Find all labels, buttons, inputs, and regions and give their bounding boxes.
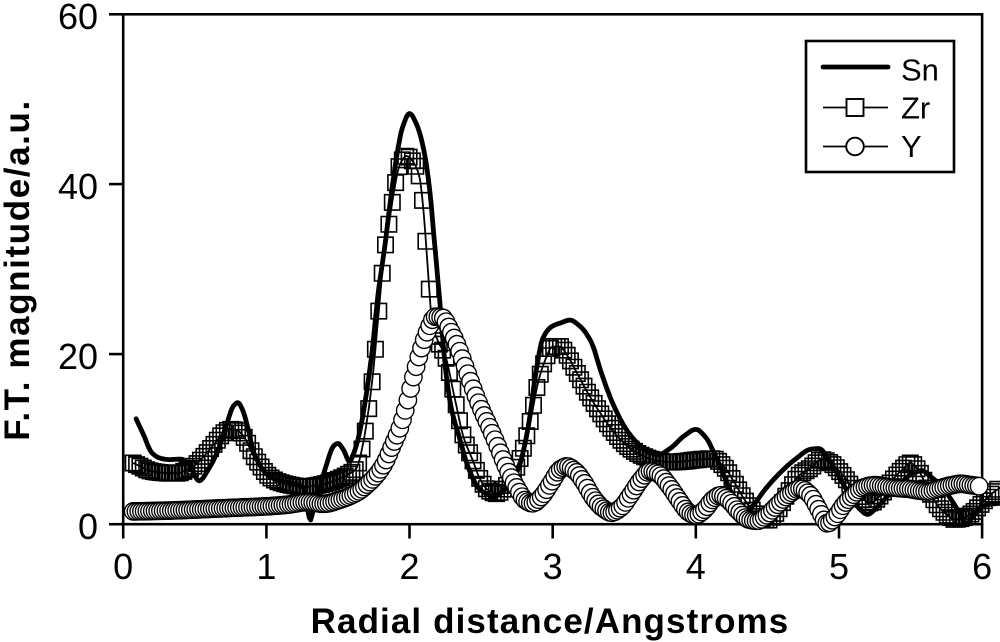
svg-text:3: 3 bbox=[543, 546, 563, 587]
svg-text:40: 40 bbox=[58, 166, 98, 207]
svg-text:60: 60 bbox=[58, 0, 98, 37]
svg-text:Sn: Sn bbox=[901, 53, 939, 88]
svg-text:6: 6 bbox=[972, 546, 992, 587]
svg-text:F.T. magnitude/a.u.: F.T. magnitude/a.u. bbox=[0, 99, 37, 441]
svg-text:2: 2 bbox=[399, 546, 419, 587]
svg-text:0: 0 bbox=[113, 546, 133, 587]
svg-text:1: 1 bbox=[256, 546, 276, 587]
svg-text:0: 0 bbox=[78, 506, 98, 547]
svg-text:Y: Y bbox=[901, 129, 922, 164]
svg-text:Zr: Zr bbox=[901, 91, 930, 126]
svg-text:4: 4 bbox=[686, 546, 706, 587]
svg-text:5: 5 bbox=[829, 546, 849, 587]
svg-text:20: 20 bbox=[58, 336, 98, 377]
svg-text:Radial distance/Angstroms: Radial distance/Angstroms bbox=[311, 602, 790, 641]
